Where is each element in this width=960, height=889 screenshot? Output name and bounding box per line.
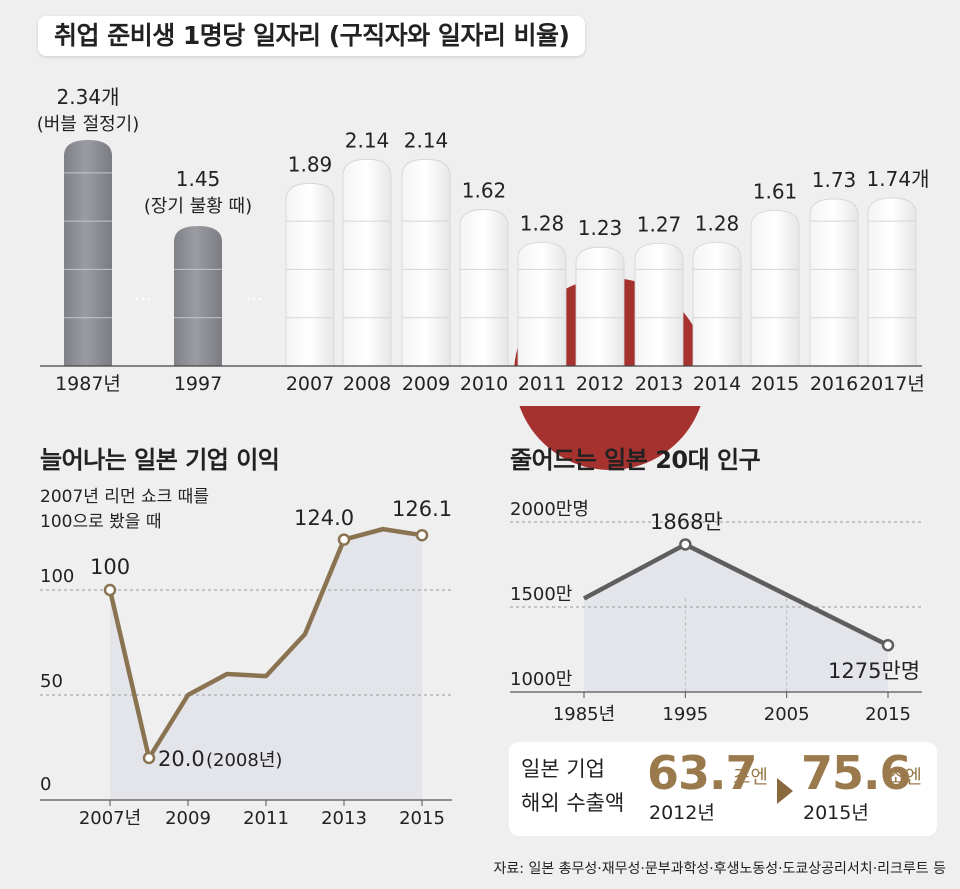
bar-tick-label: 2010 bbox=[460, 373, 508, 395]
population-xtick-label: 1995 bbox=[662, 704, 708, 725]
profit-ytick-label: 50 bbox=[40, 671, 63, 692]
bar-value-label: 1.28 bbox=[520, 211, 565, 235]
bar-value-label: 1.61 bbox=[753, 180, 798, 204]
population-ytick-label: 1500만 bbox=[510, 584, 572, 605]
profit-ytick-label: 100 bbox=[40, 566, 74, 587]
population-chart-title: 줄어드는 일본 20대 인구 bbox=[510, 446, 761, 474]
bar-value-label: 2.14 bbox=[404, 128, 449, 152]
profit-point bbox=[142, 751, 156, 765]
bar-value-label: 1.27 bbox=[637, 212, 682, 236]
export-year-2015: 2015년 bbox=[803, 802, 869, 824]
bar-tick-label: 2011 bbox=[518, 373, 566, 395]
gap-marker-2: ··· bbox=[245, 289, 262, 310]
bar-tick-label: 2009 bbox=[402, 373, 450, 395]
export-value-2012: 63.7 bbox=[647, 746, 757, 800]
bar-value-label: 1.89 bbox=[288, 152, 333, 176]
bar-2009 bbox=[401, 158, 451, 367]
profit-xtick-label: 2011 bbox=[243, 808, 289, 829]
profit-area bbox=[110, 529, 422, 800]
bar-value-label: 1.74개 bbox=[867, 167, 930, 191]
profit-point bbox=[337, 533, 351, 546]
bar-value-label: 1.73 bbox=[812, 168, 857, 192]
population-label-peak: 1868만 bbox=[650, 510, 723, 534]
bar-value-label: 2.34개 bbox=[57, 85, 120, 109]
export-summary-box: 일본 기업 해외 수출액 63.7 조엔 2012년 75.6 조엔 2015년 bbox=[509, 742, 937, 836]
bar-2012 bbox=[575, 246, 625, 367]
profit-note-line2: 100으로 봤을 때 bbox=[40, 512, 162, 532]
profit-ytick-label: 0 bbox=[40, 774, 51, 795]
profit-label-low-year: (2008년) bbox=[206, 750, 282, 771]
bar-value-label: 1.45 bbox=[176, 167, 221, 191]
profit-xtick-label: 2013 bbox=[321, 808, 367, 829]
profit-label-peak: 124.0 bbox=[294, 506, 354, 530]
bar-value-label: 1.23 bbox=[578, 216, 623, 240]
population-ytick-label: 1000만 bbox=[510, 669, 572, 690]
arrow-right-icon bbox=[777, 778, 793, 804]
gap-marker-1: ··· bbox=[134, 289, 151, 310]
profit-xtick-label: 2007년 bbox=[79, 808, 141, 829]
profit-point bbox=[415, 528, 429, 542]
profit-label-end: 126.1 bbox=[392, 497, 452, 521]
bar-annotation-recession: (장기 불황 때) bbox=[144, 196, 252, 217]
export-unit-2012: 조엔 bbox=[733, 766, 768, 788]
bar-2014 bbox=[692, 241, 742, 367]
bar-tick-label: 2015 bbox=[751, 373, 799, 395]
bar-2015 bbox=[750, 210, 800, 367]
bar-tick-label: 2007 bbox=[286, 373, 334, 395]
export-unit-2015: 조엔 bbox=[887, 766, 922, 788]
profit-note-line1: 2007년 리먼 쇼크 때를 bbox=[40, 487, 209, 507]
bar-2010 bbox=[459, 209, 509, 367]
bar-1997 bbox=[174, 225, 222, 366]
profit-label-low: 20.0 bbox=[158, 747, 205, 771]
bar-tick-label: 1997 bbox=[174, 373, 222, 395]
source-note: 자료: 일본 총무성·재무성·문부과학성·후생노동성·도쿄상공리서치·리크루트 … bbox=[493, 861, 946, 877]
bar-2017년 bbox=[867, 197, 917, 367]
export-label-line2: 해외 수출액 bbox=[521, 791, 625, 815]
page-title: 취업 준비생 1명당 일자리 (구직자와 일자리 비율) bbox=[38, 16, 586, 56]
bar-2011 bbox=[517, 241, 567, 367]
bar-annotation-bubble: (버블 절정기) bbox=[37, 114, 140, 135]
profit-label-start: 100 bbox=[90, 555, 130, 579]
profit-chart-title: 늘어나는 일본 기업 이익 bbox=[40, 446, 280, 474]
bar-2007 bbox=[285, 183, 335, 367]
population-point bbox=[881, 639, 895, 652]
bar-tick-label: 2012 bbox=[576, 373, 624, 395]
profit-xtick-label: 2009 bbox=[165, 808, 211, 829]
population-xtick-label: 2015 bbox=[865, 704, 911, 725]
bar-tick-label: 2013 bbox=[635, 373, 683, 395]
population-point bbox=[679, 538, 692, 551]
population-label-end: 1275만명 bbox=[828, 659, 920, 683]
export-label-line1: 일본 기업 bbox=[521, 757, 605, 781]
bar-2013 bbox=[634, 242, 684, 367]
bar-tick-label: 1987년 bbox=[55, 373, 121, 395]
profit-point bbox=[103, 583, 117, 597]
profit-xtick-label: 2015 bbox=[399, 808, 445, 829]
export-value-2015: 75.6 bbox=[801, 746, 911, 800]
baseline-cover bbox=[30, 366, 930, 406]
bar-2008 bbox=[342, 158, 392, 367]
bar-tick-label: 2016 bbox=[810, 373, 858, 395]
export-year-2012: 2012년 bbox=[649, 802, 715, 824]
profit-line bbox=[107, 526, 423, 761]
export-label: 일본 기업 해외 수출액 bbox=[521, 752, 624, 820]
population-ytick-label: 2000만명 bbox=[510, 499, 589, 520]
bar-tick-label: 2014 bbox=[693, 373, 741, 395]
bar-tick-label: 2017년 bbox=[859, 373, 925, 395]
bar-value-label: 1.62 bbox=[462, 179, 507, 203]
bar-1987년 bbox=[64, 140, 112, 366]
bar-2016 bbox=[809, 198, 859, 367]
bar-value-label: 2.14 bbox=[345, 128, 390, 152]
population-xtick-label: 1985년 bbox=[553, 704, 615, 725]
population-xtick-label: 2005 bbox=[764, 704, 810, 725]
population-area bbox=[584, 544, 888, 692]
bar-tick-label: 2008 bbox=[343, 373, 391, 395]
bar-value-label: 1.28 bbox=[695, 211, 740, 235]
